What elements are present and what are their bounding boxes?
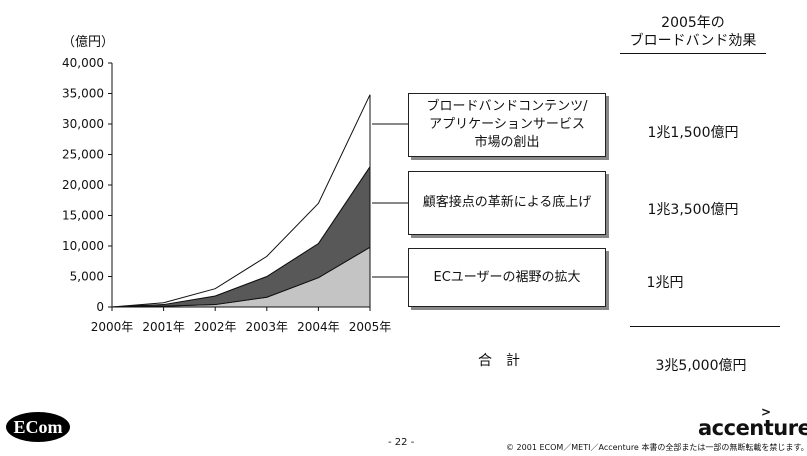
x-tick-label: 2005年	[349, 320, 392, 334]
box-line: ECユーザーの裾野の拡大	[433, 269, 581, 285]
header-underline	[620, 53, 766, 54]
y-tick-label: 40,000	[62, 56, 104, 70]
effect-header-line1: 2005年の	[661, 15, 725, 31]
box-ec-users: ECユーザーの裾野の拡大	[408, 248, 606, 307]
total-divider	[630, 326, 780, 327]
box-line: ブロードバンドコンテンツ/	[426, 99, 588, 114]
effect-value-users: 1兆円	[646, 275, 684, 291]
x-tick-label: 2004年	[297, 320, 340, 334]
accenture-mark-icon: >	[761, 405, 772, 419]
page-number: - 22 -	[388, 437, 415, 448]
ecom-logo: ECom	[6, 412, 70, 442]
y-tick-label: 35,000	[62, 87, 104, 101]
total-label: 合 計	[478, 353, 520, 369]
x-tick-label: 2000年	[91, 320, 134, 334]
box-line: 顧客接点の革新による底上げ	[422, 195, 592, 210]
box-customer-touchpoint: 顧客接点の革新による底上げ	[408, 171, 606, 235]
box-line: アプリケーションサービス	[429, 117, 585, 132]
box-broadband-content: ブロードバンドコンテンツ/ アプリケーションサービス 市場の創出	[408, 93, 606, 157]
effect-value-content: 1兆1,500億円	[647, 125, 739, 141]
effect-value-touchpoint: 1兆3,500億円	[647, 202, 739, 218]
effect-header: 2005年の ブロードバンド効果	[618, 14, 768, 50]
y-tick-label: 20,000	[62, 178, 104, 192]
y-tick-label: 0	[96, 300, 104, 314]
copyright: © 2001 ECOM／METI／Accenture 本書の全部または一部の無断…	[506, 443, 807, 452]
y-tick-label: 10,000	[62, 239, 104, 253]
x-tick-label: 2001年	[142, 320, 185, 334]
y-tick-label: 5,000	[70, 270, 104, 284]
y-tick-label: 30,000	[62, 117, 104, 131]
effect-header-line2: ブロードバンド効果	[629, 33, 757, 49]
area-series-2	[111, 94, 371, 308]
y-axis-label: （億円）	[62, 35, 115, 50]
x-tick-label: 2003年	[246, 320, 289, 334]
x-tick-label: 2002年	[194, 320, 237, 334]
y-tick-label: 15,000	[62, 209, 104, 223]
y-tick-label: 25,000	[62, 148, 104, 162]
accenture-logo: accenture	[698, 416, 807, 440]
box-line: 市場の創出	[474, 135, 540, 150]
total-value: 3兆5,000億円	[655, 358, 747, 374]
